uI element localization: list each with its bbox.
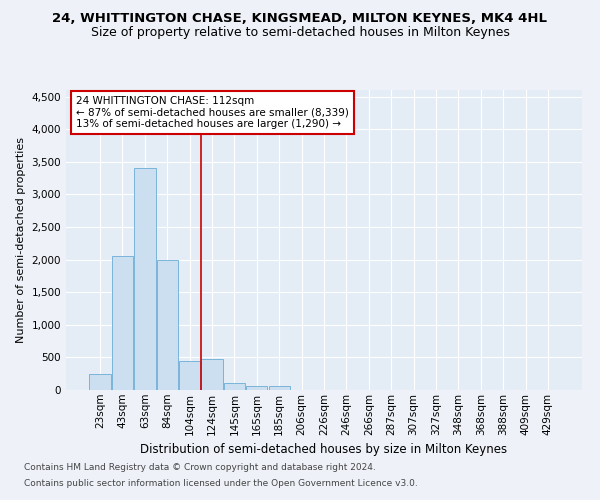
Bar: [269, 386, 290, 390]
Text: Distribution of semi-detached houses by size in Milton Keynes: Distribution of semi-detached houses by …: [140, 442, 508, 456]
Bar: [157, 260, 178, 390]
Text: 24 WHITTINGTON CHASE: 112sqm
← 87% of semi-detached houses are smaller (8,339)
1: 24 WHITTINGTON CHASE: 112sqm ← 87% of se…: [76, 96, 349, 129]
Bar: [224, 384, 245, 390]
Bar: [89, 374, 111, 390]
Y-axis label: Number of semi-detached properties: Number of semi-detached properties: [16, 137, 26, 343]
Bar: [134, 168, 155, 390]
Text: 24, WHITTINGTON CHASE, KINGSMEAD, MILTON KEYNES, MK4 4HL: 24, WHITTINGTON CHASE, KINGSMEAD, MILTON…: [53, 12, 548, 26]
Text: Contains public sector information licensed under the Open Government Licence v3: Contains public sector information licen…: [24, 478, 418, 488]
Bar: [202, 360, 223, 390]
Text: Contains HM Land Registry data © Crown copyright and database right 2024.: Contains HM Land Registry data © Crown c…: [24, 464, 376, 472]
Text: Size of property relative to semi-detached houses in Milton Keynes: Size of property relative to semi-detach…: [91, 26, 509, 39]
Bar: [179, 360, 200, 390]
Bar: [112, 256, 133, 390]
Bar: [246, 386, 268, 390]
